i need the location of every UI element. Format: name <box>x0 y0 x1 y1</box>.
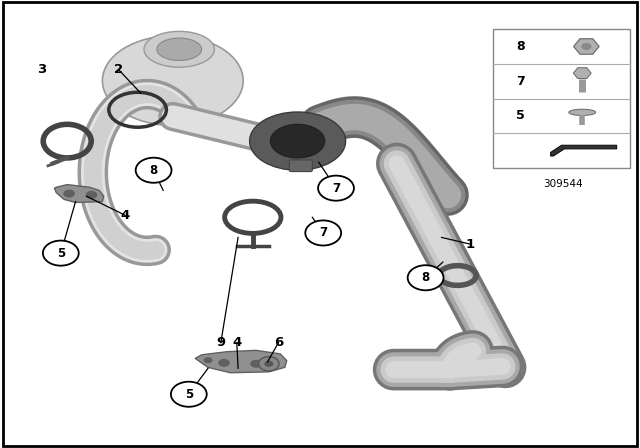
Circle shape <box>581 43 591 50</box>
Text: 8: 8 <box>422 271 429 284</box>
Circle shape <box>218 359 230 367</box>
Text: 3: 3 <box>37 63 46 76</box>
Circle shape <box>86 191 97 199</box>
Ellipse shape <box>569 109 596 116</box>
Text: 6: 6 <box>274 336 283 349</box>
Text: 309544: 309544 <box>543 179 583 189</box>
Polygon shape <box>195 350 287 373</box>
Circle shape <box>171 382 207 407</box>
Text: 2: 2 <box>114 63 123 76</box>
Circle shape <box>43 241 79 266</box>
Circle shape <box>204 357 212 363</box>
Circle shape <box>136 158 172 183</box>
Circle shape <box>305 220 341 246</box>
Text: 7: 7 <box>319 226 327 240</box>
Text: 5: 5 <box>516 109 525 122</box>
Circle shape <box>264 361 273 367</box>
Text: 7: 7 <box>332 181 340 195</box>
Polygon shape <box>54 185 104 202</box>
Text: 4: 4 <box>232 336 241 349</box>
Text: 8: 8 <box>516 40 525 53</box>
Text: 9: 9 <box>216 336 225 349</box>
Bar <box>493 29 630 168</box>
Circle shape <box>250 360 262 368</box>
Circle shape <box>408 265 444 290</box>
Ellipse shape <box>271 125 325 158</box>
Ellipse shape <box>157 38 202 60</box>
Polygon shape <box>550 145 617 156</box>
Text: 5: 5 <box>57 246 65 260</box>
Ellipse shape <box>144 31 214 67</box>
Text: 1: 1 <box>466 237 475 251</box>
FancyBboxPatch shape <box>289 160 312 172</box>
Circle shape <box>63 190 75 198</box>
Text: 7: 7 <box>516 75 525 88</box>
Ellipse shape <box>250 112 346 170</box>
Circle shape <box>318 176 354 201</box>
Text: 5: 5 <box>185 388 193 401</box>
Text: 8: 8 <box>150 164 157 177</box>
Circle shape <box>259 357 279 371</box>
Ellipse shape <box>102 36 243 125</box>
Text: 4: 4 <box>120 208 129 222</box>
